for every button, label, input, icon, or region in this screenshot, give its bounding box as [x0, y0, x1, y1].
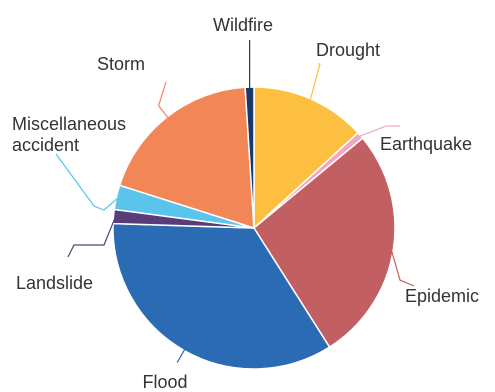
leader-line-earthquake — [358, 125, 400, 138]
leader-line-miscellaneous-accident — [55, 153, 119, 211]
slice-label-storm: Storm — [97, 54, 145, 74]
pie-slices — [112, 86, 396, 370]
leader-line-drought — [309, 63, 321, 101]
slice-labels: Drought Earthquake Epidemic Flood Landslide M… — [12, 15, 479, 392]
leader-line-flood — [176, 348, 186, 363]
slice-label-epidemic: Epidemic — [405, 286, 479, 306]
leader-lines — [55, 40, 415, 363]
slice-label-miscellaneous-accident: Miscellaneous accident — [12, 114, 126, 155]
slice-label-landslide: Landslide — [16, 273, 93, 293]
pie-slice-epidemic[interactable] — [253, 137, 396, 349]
slice-label-earthquake: Earthquake — [380, 134, 472, 154]
slice-label-wildfire: Wildfire — [213, 15, 273, 35]
leader-line-epidemic — [390, 249, 415, 287]
leader-line-landslide — [67, 216, 117, 258]
slice-label-drought: Drought — [316, 40, 380, 60]
leader-line-storm — [157, 81, 169, 119]
slice-label-flood: Flood — [142, 372, 187, 392]
